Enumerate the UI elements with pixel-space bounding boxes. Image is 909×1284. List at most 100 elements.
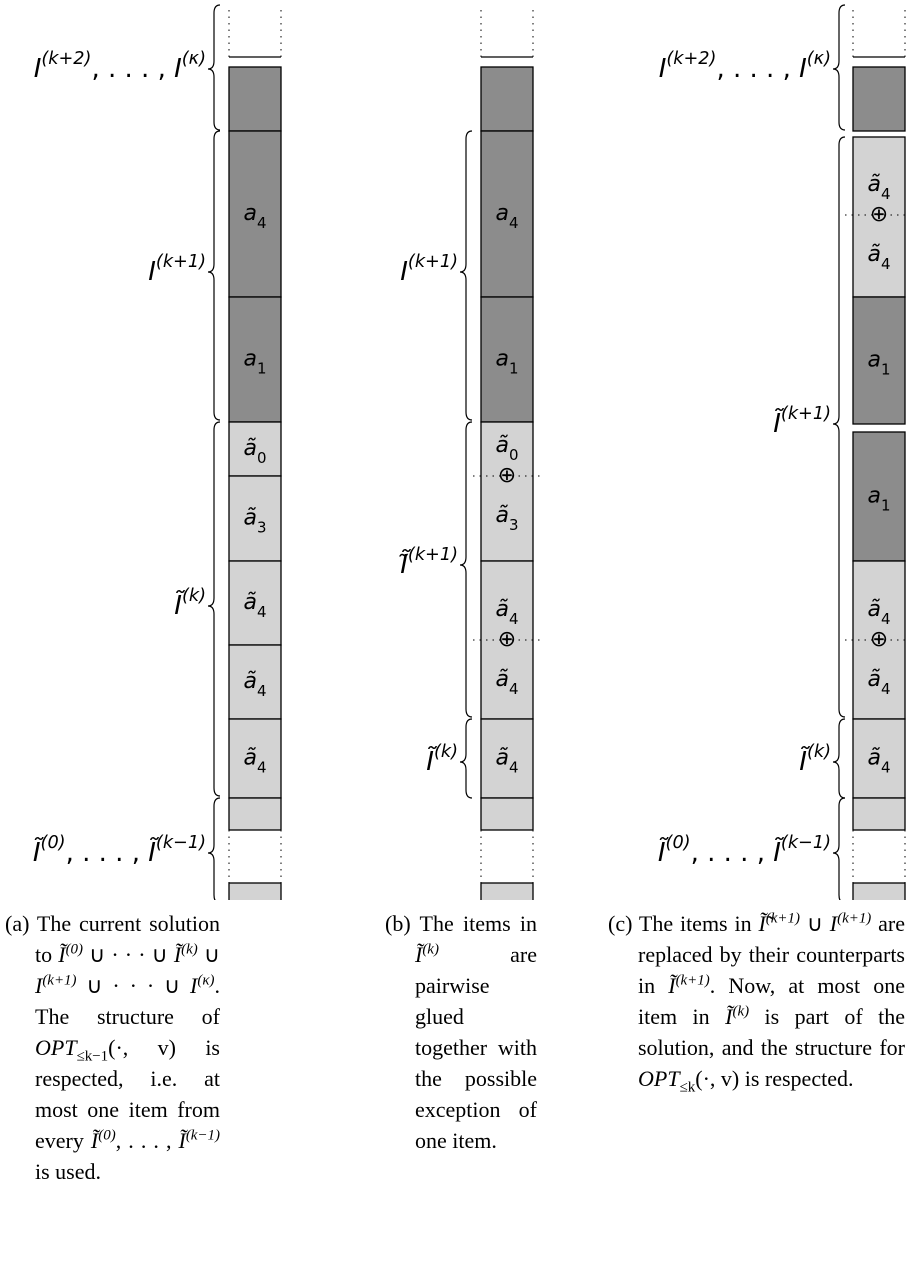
item-label: ã3 <box>244 506 267 537</box>
caption-text: (·, v) is respected, i.e. at most one it… <box>35 1035 220 1153</box>
caption-text: is part of the solution, and the structu… <box>638 1004 905 1060</box>
item-label: ã4 <box>868 242 891 273</box>
caption-text: ∪ <box>197 942 220 967</box>
brace <box>459 421 473 718</box>
math-sub: 4 <box>257 682 267 700</box>
item-label: ã4 <box>868 746 891 777</box>
caption-math: Ĩ(k+1) <box>668 973 710 998</box>
item-block <box>852 797 906 831</box>
item-label: ã4 <box>496 746 519 777</box>
item-label: a4 <box>244 201 267 232</box>
math-sup: (k+2) <box>41 49 91 69</box>
caption-math: Ĩ(k−1) <box>179 1128 221 1153</box>
brace <box>459 718 473 799</box>
math-sup: (k) <box>422 941 439 958</box>
caption-text: are pairwise glued together with the pos… <box>415 942 537 1153</box>
math-base: I <box>174 54 182 84</box>
math-sup: (k+1) <box>408 252 458 272</box>
math-sub: 4 <box>881 610 891 628</box>
math-sub: 0 <box>509 446 519 464</box>
math-sup: (k−1) <box>185 1127 220 1144</box>
item-block <box>228 66 282 132</box>
item-label: ã0 <box>244 436 267 467</box>
caption-text: is used. <box>35 1159 101 1184</box>
item-block <box>480 66 534 132</box>
brace-label: Ĩ(0), . . . , Ĩ(k−1) <box>658 833 831 868</box>
math-base: I <box>799 54 807 84</box>
item-block <box>228 421 282 477</box>
brace-label: I(k+2), . . . , I(κ) <box>659 49 831 84</box>
item-label: ã4 <box>868 172 891 203</box>
math-base: I <box>35 973 43 998</box>
item-block <box>852 296 906 425</box>
caption-text: The items in <box>638 911 759 936</box>
math-base: Ĩ <box>173 942 182 967</box>
math-sub: 1 <box>257 359 267 377</box>
math-sub: 4 <box>881 680 891 698</box>
label-text: , . . . , <box>691 838 774 868</box>
math-base: Ĩ <box>773 407 784 439</box>
math-sup: (κ) <box>197 972 215 989</box>
math-sup: (κ) <box>182 49 206 69</box>
math-base: I <box>148 257 156 287</box>
item-label: a4 <box>496 201 519 232</box>
math-base: Ĩ <box>90 1128 99 1153</box>
math-base: ã <box>244 746 257 771</box>
item-block <box>852 66 906 132</box>
math-sub: 4 <box>509 680 519 698</box>
brace <box>832 136 846 718</box>
brace <box>207 797 221 900</box>
math-base: I <box>829 911 838 936</box>
math-base: ã <box>244 506 257 531</box>
brace <box>832 797 846 900</box>
item-label: ã4 <box>496 667 519 698</box>
math-base: I <box>659 54 667 84</box>
caption-tag: (a) <box>5 911 30 936</box>
caption-math: I(k+1) <box>35 973 77 998</box>
math-sup: (0) <box>98 1127 116 1144</box>
item-block <box>228 882 282 900</box>
math-base: Ĩ <box>773 836 784 868</box>
brace <box>207 421 221 797</box>
math-base: Ĩ <box>174 589 185 621</box>
math-sup: (k+1) <box>781 404 831 424</box>
item-block <box>228 560 282 646</box>
math-base: ã <box>244 436 257 461</box>
math-sup: (0) <box>41 833 66 853</box>
math-base: I <box>190 973 198 998</box>
math-base: Ĩ <box>415 942 423 967</box>
caption-math: Ĩ(k) <box>725 1004 749 1029</box>
caption-text: , . . . , <box>115 1128 179 1153</box>
math-base: ã <box>868 667 881 692</box>
math-sup: (0) <box>65 941 83 958</box>
math-sub: 0 <box>257 449 267 467</box>
math-base: a <box>496 347 509 372</box>
glue-operator: ⊕ <box>498 627 516 652</box>
caption-math: OPT≤k−1 <box>35 1035 108 1064</box>
brace <box>832 718 846 799</box>
math-sub: 3 <box>257 518 267 536</box>
item-label: ã4 <box>244 590 267 621</box>
brace-label: Ĩ(k+1) <box>773 404 831 439</box>
math-base: Ĩ <box>178 1128 186 1153</box>
math-base: OPT <box>638 1066 680 1091</box>
math-sup: (0) <box>666 833 691 853</box>
math-sub: 1 <box>881 496 891 514</box>
item-label: ã0 <box>496 433 519 464</box>
caption: (c) The items in Ĩ̃(k+1) ∪ I(k+1) are re… <box>608 908 905 1095</box>
math-base: ã <box>244 590 257 615</box>
math-base: Ĩ <box>148 836 159 868</box>
glue-operator: ⊕ <box>498 463 516 488</box>
math-sup: (k+2) <box>666 49 716 69</box>
math-sub: 3 <box>509 516 519 534</box>
math-base: a <box>868 484 881 509</box>
math-base: Ĩ <box>668 973 676 998</box>
math-sub: 4 <box>881 255 891 273</box>
math-base: Ĩ <box>33 836 44 868</box>
caption: (b) The items in Ĩ(k) are pairwise glued… <box>385 908 537 1156</box>
math-base: Ĩ <box>58 942 66 967</box>
caption-text: (·, v) is respected. <box>695 1066 854 1091</box>
item-label: a1 <box>244 347 267 378</box>
caption: (a) The current solution to Ĩ(0) ∪ · · ·… <box>5 908 220 1187</box>
caption-math: Ĩ̃(k+1) <box>758 911 800 936</box>
